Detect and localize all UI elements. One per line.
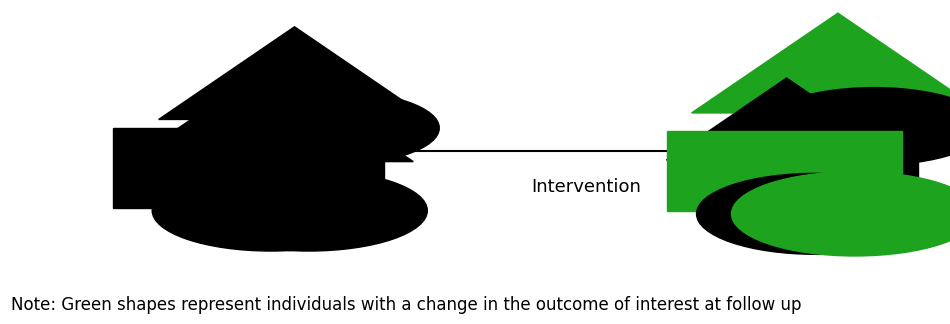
Ellipse shape bbox=[696, 173, 934, 254]
Polygon shape bbox=[162, 76, 413, 162]
Bar bbox=[177, 133, 384, 204]
Ellipse shape bbox=[222, 91, 439, 165]
Ellipse shape bbox=[190, 170, 428, 251]
Polygon shape bbox=[666, 78, 906, 160]
Text: Note: Green shapes represent individuals with a change in the outcome of interes: Note: Green shapes represent individuals… bbox=[11, 296, 802, 314]
Bar bbox=[667, 131, 902, 211]
Ellipse shape bbox=[732, 172, 950, 256]
Ellipse shape bbox=[152, 170, 390, 251]
Bar bbox=[112, 129, 348, 209]
Bar bbox=[720, 135, 918, 202]
Text: Intervention: Intervention bbox=[532, 178, 641, 196]
Polygon shape bbox=[131, 78, 372, 160]
Polygon shape bbox=[159, 27, 430, 120]
Ellipse shape bbox=[760, 87, 950, 165]
Polygon shape bbox=[690, 71, 940, 157]
Polygon shape bbox=[692, 13, 950, 113]
